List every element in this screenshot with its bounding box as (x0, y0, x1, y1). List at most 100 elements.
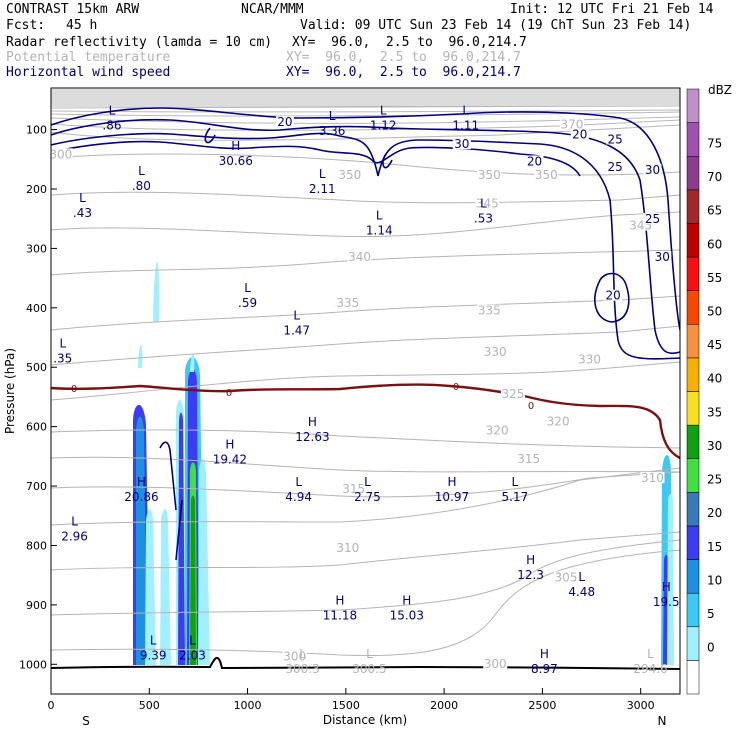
extremum-type: L (189, 633, 196, 647)
extremum-value: 30.66 (219, 154, 253, 168)
colorbar-swatch (686, 290, 700, 325)
extremum-value: 300.5 (352, 662, 386, 676)
colorbar-label: 10 (707, 573, 722, 587)
extremum-type: L (293, 308, 300, 322)
extremum-value: 1.47 (283, 323, 310, 337)
extremum-value: 20.86 (124, 490, 158, 504)
extremum-value: 2.03 (179, 648, 206, 662)
wind-label: 20 (572, 128, 587, 142)
colorbar-swatch (686, 525, 700, 560)
theta-label: 315 (342, 482, 365, 496)
reflectivity-column (190, 495, 196, 665)
extremum-value: 15.03 (390, 609, 424, 623)
extremum-value: 9.39 (140, 648, 167, 662)
colorbar-swatch (686, 256, 700, 291)
colorbar-swatch (686, 424, 700, 459)
colorbar: 0 5 10 15 20 25 30 35 40 45 50 55 60 65 70 75 (686, 88, 722, 695)
colorbar-label: 50 (707, 304, 722, 318)
theta-label-bg (483, 346, 508, 358)
extremum-value: 1.11 (452, 118, 479, 132)
extremum-type: L (329, 109, 336, 123)
wind-label-bg (525, 155, 544, 167)
colorbar-label: 15 (707, 540, 722, 554)
theta-label-bg (640, 472, 665, 484)
field-name-wind: Horizontal wind speed (6, 65, 171, 80)
freezing-level-label: 0 (453, 382, 459, 393)
theta-label-bg (335, 296, 360, 308)
freezing-level-contour (51, 383, 680, 460)
y-tick-label: 100 (26, 124, 47, 137)
theta-label-bg (337, 169, 362, 181)
extremum-type: L (376, 209, 383, 223)
extremum-value: .80 (132, 179, 151, 193)
colorbar-label: 55 (707, 271, 722, 285)
field-name-theta: Potential temperature (6, 50, 171, 65)
extremum-value: 2.96 (61, 530, 88, 544)
wind-label-bg (606, 133, 625, 145)
reflectivity-fill (133, 262, 674, 665)
wind-speed-labels: 20 20 25 30 20 25 30 25 30 20 (275, 115, 672, 303)
freezing-level-label: 0 (528, 401, 534, 412)
x-tick-label: 1000 (234, 699, 262, 712)
wind-label-bg (570, 128, 589, 140)
extremum-type: L (647, 647, 654, 661)
colorbar-label: 35 (707, 405, 722, 419)
colorbar-swatch (686, 592, 700, 628)
theta-label-bg (546, 415, 571, 427)
theta-label: 310 (336, 541, 359, 555)
extremum-value: 294.6 (633, 662, 667, 676)
extremum-type: L (366, 647, 373, 661)
x-tick-label: 2500 (528, 699, 556, 712)
colorbar-swatch (686, 88, 700, 123)
extremum-value: 300.3 (285, 662, 319, 676)
reflectivity-column (178, 412, 185, 665)
x-axis: 0 500 1000 1500 2000 2500 3000 (48, 688, 655, 712)
wind-label: 25 (607, 132, 622, 146)
theta-label: 300 (49, 147, 72, 161)
theta-label-bg (559, 118, 584, 130)
wind-label: 20 (606, 289, 621, 303)
reflectivity-column (667, 494, 674, 665)
extremum-type: L (59, 336, 66, 350)
extremum-type: L (512, 475, 519, 489)
theta-label: 350 (478, 168, 501, 182)
extremum-type: L (364, 475, 371, 489)
extremum-type: L (138, 164, 145, 178)
x-tick-label: 3000 (627, 699, 655, 712)
wind-label: 20 (277, 115, 292, 129)
freezing-level-label: 0 (226, 388, 232, 399)
reflectivity-column (136, 416, 147, 665)
forecast-label: Fcst: (6, 18, 46, 33)
theta-label: 345 (476, 197, 499, 211)
y-tick-label: 900 (26, 599, 47, 612)
terrain-line (51, 656, 680, 670)
extremum-value: 19.5 (653, 595, 680, 609)
wind-speed-contours (51, 107, 680, 561)
extremum-value: 4.94 (285, 490, 312, 504)
extremum-value: 2.11 (309, 182, 336, 196)
theta-label: 325 (501, 387, 524, 401)
extremum-value: 4.48 (568, 585, 595, 599)
theta-contours (51, 153, 680, 657)
y-tick-label: 600 (26, 421, 47, 434)
theta-label-bg (628, 219, 653, 231)
theta-label-bg (477, 304, 502, 316)
reflectivity-column (145, 508, 156, 665)
extremum-type: L (79, 191, 86, 205)
colorbar-swatch (686, 458, 700, 493)
field-xy-wind: XY= 96.0, 2.5 to 96.0,214.7 (286, 65, 521, 80)
theta-label: 300 (484, 657, 507, 671)
wind-label-bg (606, 160, 625, 172)
colorbar-label: 45 (707, 338, 722, 352)
theta-label-bg (516, 453, 541, 465)
wind-label: 30 (645, 163, 660, 177)
x-tick-label: 2000 (430, 699, 458, 712)
colorbar-swatch (686, 660, 700, 695)
theta-label-bg (500, 387, 525, 399)
reflectivity-column (138, 345, 143, 368)
extremum-type: H (308, 415, 317, 429)
extremum-type: L (150, 633, 157, 647)
theta-label: 350 (535, 168, 558, 182)
extremum-value: 10.97 (435, 490, 469, 504)
